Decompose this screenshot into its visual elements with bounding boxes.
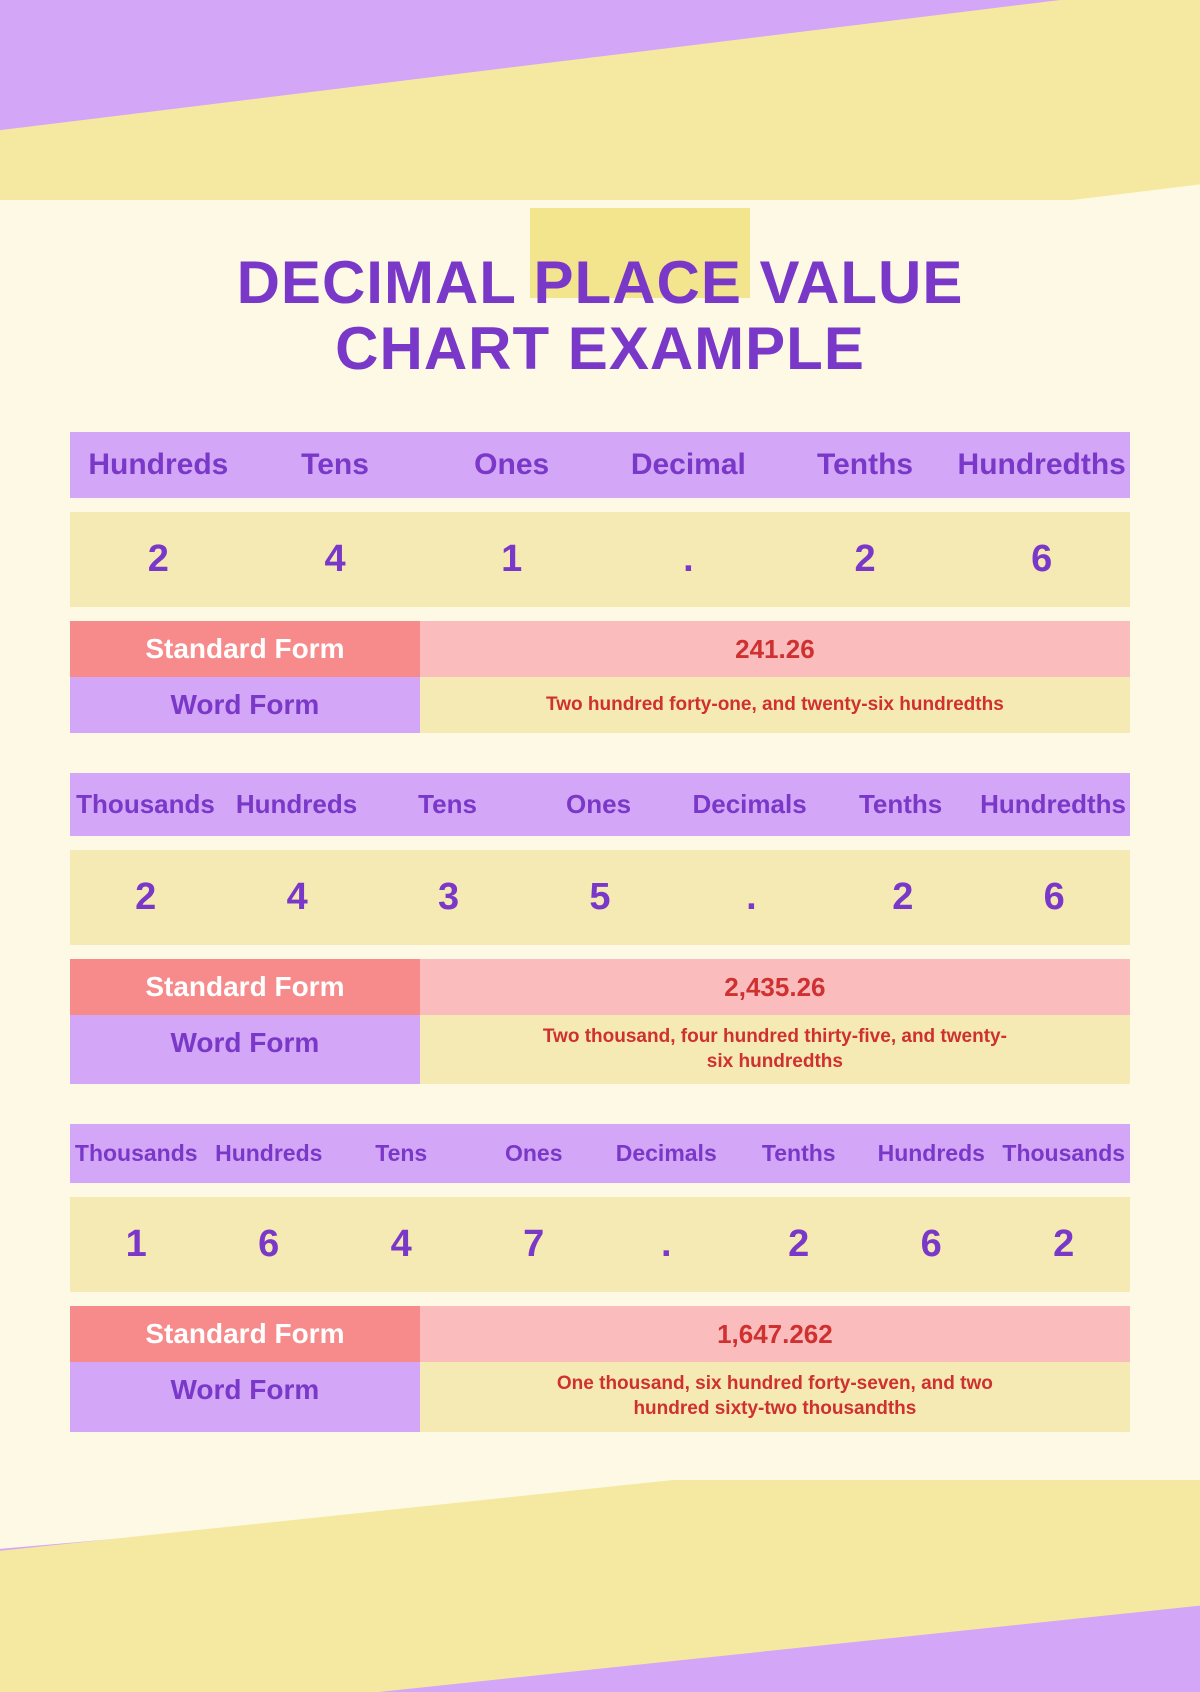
page-title: DECIMAL PLACE VALUE CHART EXAMPLE (70, 250, 1130, 382)
standard-form-value: 2,435.26 (420, 959, 1130, 1015)
digit-row: 1647.262 (70, 1197, 1130, 1292)
header-cell: Decimals (600, 1124, 733, 1183)
word-form-row: Word FormOne thousand, six hundred forty… (70, 1362, 1130, 1431)
digit-cell: 2 (998, 1197, 1131, 1292)
title-line-2: CHART EXAMPLE (335, 315, 865, 382)
digit-cell: . (600, 1197, 733, 1292)
digit-cell: 1 (70, 1197, 203, 1292)
header-cell: Hundreds (203, 1124, 336, 1183)
title-line-1: DECIMAL PLACE VALUE (237, 249, 964, 316)
word-form-value: Two thousand, four hundred thirty-five, … (420, 1015, 1130, 1084)
header-cell: Ones (468, 1124, 601, 1183)
header-cell: Thousands (70, 1124, 203, 1183)
digit-cell: 1 (423, 512, 600, 607)
table-block: HundredsTensOnesDecimalTenthsHundredths 2… (70, 432, 1130, 733)
digit-row: 2435.26 (70, 850, 1130, 945)
header-cell: Decimal (600, 432, 777, 498)
digit-cell: . (676, 850, 827, 945)
header-cell: Tens (372, 773, 523, 836)
digit-cell: 4 (247, 512, 424, 607)
header-cell: Tenths (777, 432, 954, 498)
header-cell: Thousands (70, 773, 221, 836)
word-form-label: Word Form (70, 1362, 420, 1431)
standard-form-label: Standard Form (70, 1306, 420, 1362)
header-cell: Decimals (674, 773, 825, 836)
header-cell: Tens (335, 1124, 468, 1183)
digit-cell: 3 (373, 850, 524, 945)
digit-cell: 7 (468, 1197, 601, 1292)
header-row: ThousandsHundredsTensOnesDecimalsTenthsH… (70, 773, 1130, 836)
standard-form-label: Standard Form (70, 621, 420, 677)
word-form-row: Word FormTwo hundred forty-one, and twen… (70, 677, 1130, 733)
header-cell: Hundreds (221, 773, 372, 836)
digit-cell: 2 (70, 850, 221, 945)
digit-cell: 6 (979, 850, 1130, 945)
standard-form-value: 241.26 (420, 621, 1130, 677)
digit-cell: 4 (335, 1197, 468, 1292)
table-block: ThousandsHundredsTensOnesDecimalsTenthsH… (70, 773, 1130, 1084)
word-form-label: Word Form (70, 677, 420, 733)
content-area: DECIMAL PLACE VALUE CHART EXAMPLE Hundre… (0, 0, 1200, 1472)
infographic-canvas: DECIMAL PLACE VALUE CHART EXAMPLE Hundre… (0, 0, 1200, 1692)
header-cell: Tens (247, 432, 424, 498)
header-cell: Ones (523, 773, 674, 836)
word-form-row: Word FormTwo thousand, four hundred thir… (70, 1015, 1130, 1084)
table-block: ThousandsHundredsTensOnesDecimalsTenthsH… (70, 1124, 1130, 1431)
word-form-value: One thousand, six hundred forty-seven, a… (420, 1362, 1130, 1431)
digit-cell: 2 (70, 512, 247, 607)
digit-cell: . (600, 512, 777, 607)
header-row: ThousandsHundredsTensOnesDecimalsTenthsH… (70, 1124, 1130, 1183)
header-cell: Thousands (998, 1124, 1131, 1183)
header-cell: Hundreds (70, 432, 247, 498)
digit-cell: 4 (221, 850, 372, 945)
digit-cell: 2 (777, 512, 954, 607)
digit-cell: 2 (827, 850, 978, 945)
header-row: HundredsTensOnesDecimalTenthsHundredths (70, 432, 1130, 498)
digit-row: 241.26 (70, 512, 1130, 607)
standard-form-row: Standard Form241.26 (70, 621, 1130, 677)
header-cell: Hundredths (953, 432, 1130, 498)
standard-form-label: Standard Form (70, 959, 420, 1015)
standard-form-value: 1,647.262 (420, 1306, 1130, 1362)
tables-container: HundredsTensOnesDecimalTenthsHundredths2… (70, 432, 1130, 1432)
word-form-value: Two hundred forty-one, and twenty-six hu… (420, 677, 1130, 733)
header-cell: Hundredths (976, 773, 1130, 836)
word-form-label: Word Form (70, 1015, 420, 1084)
digit-cell: 6 (865, 1197, 998, 1292)
digit-cell: 5 (524, 850, 675, 945)
standard-form-row: Standard Form1,647.262 (70, 1306, 1130, 1362)
header-cell: Hundreds (865, 1124, 998, 1183)
digit-cell: 6 (953, 512, 1130, 607)
header-cell: Tenths (733, 1124, 866, 1183)
digit-cell: 6 (203, 1197, 336, 1292)
header-cell: Tenths (825, 773, 976, 836)
standard-form-row: Standard Form2,435.26 (70, 959, 1130, 1015)
header-cell: Ones (423, 432, 600, 498)
digit-cell: 2 (733, 1197, 866, 1292)
